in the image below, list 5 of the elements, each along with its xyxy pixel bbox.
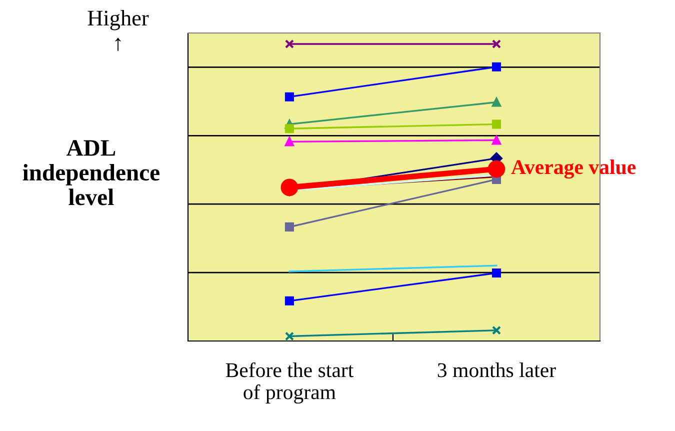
x-tick-label: 3 months later xyxy=(438,362,556,378)
y-axis-title: ADL independence level xyxy=(22,140,160,206)
text: Higher ↑ xyxy=(88,10,149,51)
x-tick-label: Before the start of program xyxy=(226,362,354,404)
series-label: Average value xyxy=(511,160,636,179)
